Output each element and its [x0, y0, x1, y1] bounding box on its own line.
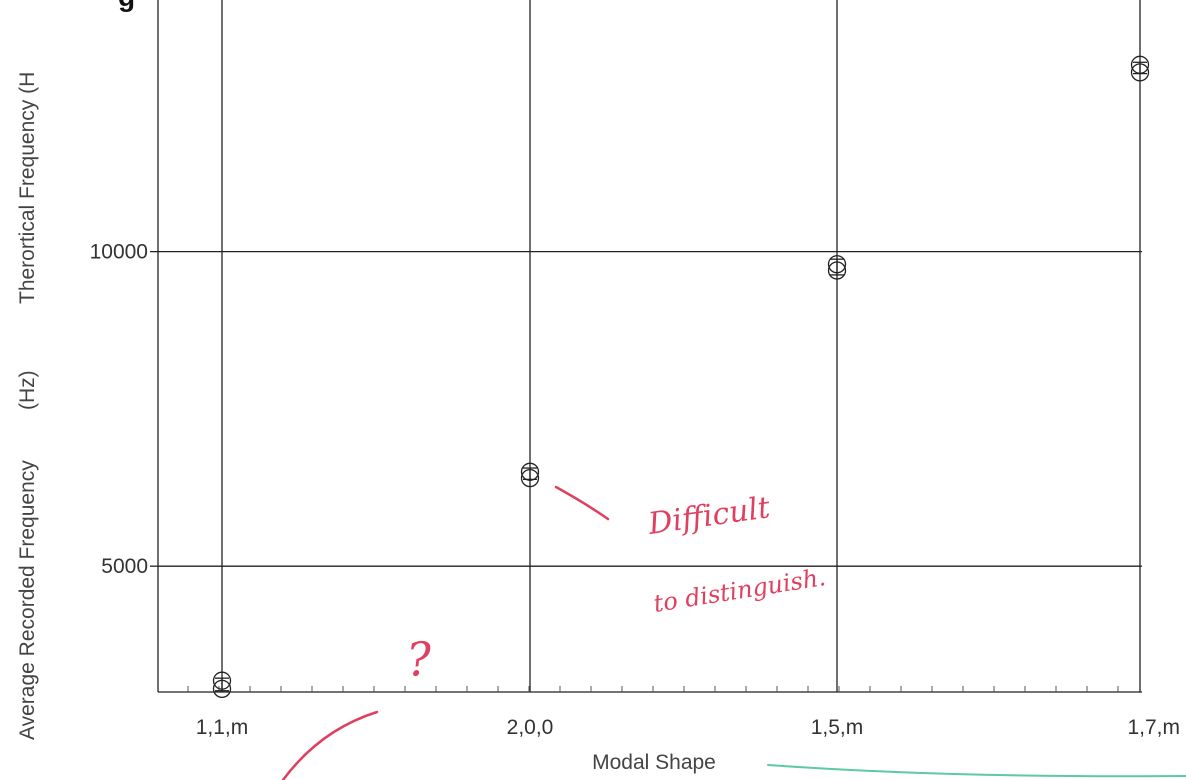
y-axis-title-part-1: Average Recorded Frequency	[16, 460, 39, 740]
y-tick-label: 5000	[101, 555, 148, 578]
x-tick-label: 1,7,m	[1127, 716, 1180, 739]
y-axis-title: Average Recorded Frequency (Hz) Therorti…	[16, 72, 39, 740]
data-points	[212, 55, 1150, 699]
data-point-series-1	[827, 255, 847, 274]
chart-title: g	[118, 0, 135, 12]
annotation-green-stroke	[767, 764, 1186, 778]
data-point-series-2	[827, 261, 847, 280]
x-axis-title: Modal Shape	[592, 751, 716, 774]
y-tick-label: 10000	[90, 241, 148, 264]
minor-ticks	[150, 250, 1119, 692]
data-point-series-1	[520, 462, 540, 481]
y-tick-labels: 5000 10000	[90, 241, 148, 579]
plot-frame	[157, 0, 1142, 693]
y-axis-title-part-3: Therortical Frequency (H	[16, 72, 39, 304]
annotation-pointer-stroke	[554, 485, 610, 521]
data-point-series-2	[520, 468, 540, 488]
y-axis-title-part-2: (Hz)	[16, 370, 39, 410]
error-bars	[215, 61, 1147, 692]
grid-lines	[158, 0, 1142, 692]
x-tick-label: 1,1,m	[196, 716, 249, 739]
x-tick-label: 1,5,m	[811, 716, 864, 739]
x-tick-labels: 1,1,m 2,0,0 1,5,m 1,7,m	[196, 716, 1180, 739]
x-tick-label: 2,0,0	[507, 716, 554, 739]
annotation-red-stroke	[281, 710, 379, 780]
data-point-series-2	[1130, 63, 1150, 82]
data-point-series-1	[212, 671, 232, 690]
data-point-series-2	[212, 679, 232, 699]
annotation-question-mark: ?	[405, 631, 434, 687]
data-point-series-1	[1130, 55, 1150, 74]
